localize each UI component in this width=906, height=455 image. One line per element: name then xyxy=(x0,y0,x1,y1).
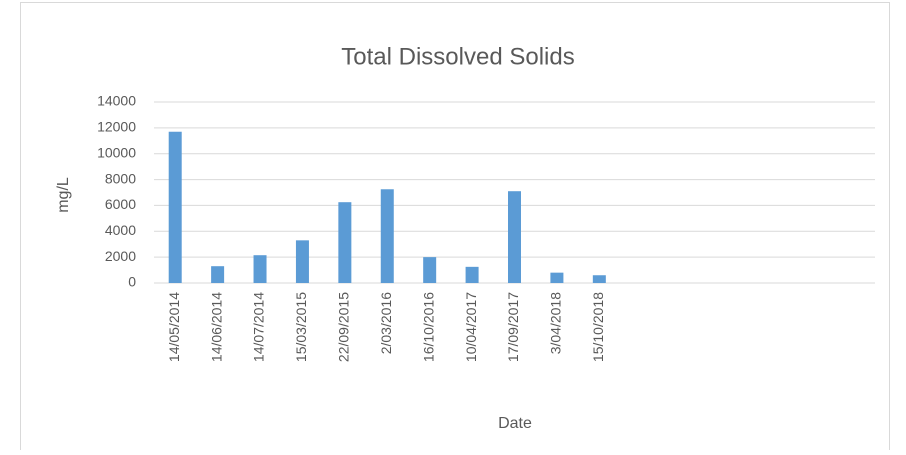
y-tick-label: 10000 xyxy=(97,144,136,160)
chart-title: Total Dissolved Solids xyxy=(341,43,574,70)
x-tick-label: 15/10/2018 xyxy=(590,292,606,362)
x-axis-label: Date xyxy=(498,415,532,432)
x-tick-label: 14/07/2014 xyxy=(251,292,267,362)
bar xyxy=(168,131,182,283)
bar xyxy=(465,266,479,283)
bar xyxy=(592,275,606,283)
x-tick-label: 17/09/2017 xyxy=(505,292,521,362)
bar xyxy=(508,191,521,283)
bar xyxy=(550,272,564,283)
y-tick-label: 14000 xyxy=(97,93,136,109)
x-tick-label: 15/03/2015 xyxy=(293,292,309,362)
x-tick-label: 10/04/2017 xyxy=(463,292,479,362)
x-tick-label: 14/06/2014 xyxy=(208,292,224,362)
y-tick-label: 6000 xyxy=(105,196,136,212)
x-tick-label: 3/04/2018 xyxy=(548,292,564,354)
x-tick-label: 22/09/2015 xyxy=(336,292,352,362)
x-tick-label: 16/10/2016 xyxy=(420,292,436,362)
bar xyxy=(295,240,309,283)
y-tick-label: 2000 xyxy=(105,248,136,264)
bar xyxy=(423,257,437,283)
y-tick-label: 8000 xyxy=(105,170,136,186)
bar xyxy=(380,189,394,283)
bar xyxy=(338,202,352,283)
x-tick-label: 14/05/2014 xyxy=(166,292,182,362)
x-tick-label: 2/03/2016 xyxy=(378,292,394,354)
bar xyxy=(211,266,225,283)
y-axis-label: mg/L xyxy=(55,177,72,213)
bar xyxy=(253,255,267,283)
y-tick-label: 12000 xyxy=(97,119,136,135)
y-tick-label: 4000 xyxy=(105,222,136,238)
chart-border xyxy=(20,2,890,455)
y-tick-label: 0 xyxy=(128,274,136,290)
